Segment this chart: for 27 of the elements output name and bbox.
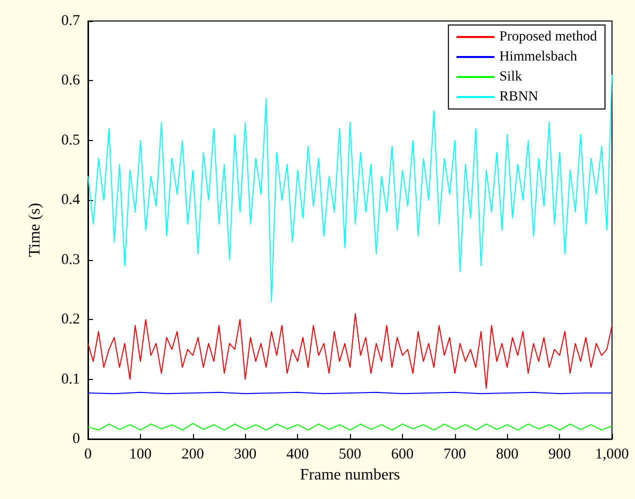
x-tick-label: 400	[286, 446, 309, 462]
x-tick-label: 800	[496, 446, 518, 462]
line-series	[88, 422, 612, 431]
line-series	[88, 313, 612, 389]
x-tick-label: 700	[444, 446, 466, 462]
y-tick-label: 0.2	[61, 312, 80, 328]
x-tick-label: 200	[182, 446, 204, 462]
x-tick-label: 600	[391, 446, 414, 462]
x-tick-label: 0	[84, 446, 92, 462]
y-tick-label: 0	[72, 431, 80, 447]
y-tick-label: 0.4	[61, 192, 80, 208]
legend-label: Proposed method	[499, 30, 598, 44]
y-tick-label: 0.3	[61, 252, 80, 268]
legend-label: Silk	[499, 70, 522, 84]
y-tick-label: 0.1	[61, 371, 80, 388]
x-axis-title: Frame numbers	[300, 466, 400, 484]
x-tick-label: 500	[338, 446, 362, 462]
x-tick-label: 300	[234, 446, 256, 462]
x-tick-label: 1,000	[595, 446, 629, 462]
x-tick-label: 900	[548, 446, 571, 462]
legend-label: Himmelsbach	[499, 50, 578, 64]
y-tick-label: 0.6	[61, 72, 80, 89]
legend-label: RBNN	[499, 90, 538, 104]
x-tick-label: 100	[129, 446, 152, 462]
y-tick-label: 0.5	[61, 132, 80, 148]
y-tick-label: 0.7	[61, 13, 80, 29]
y-axis-title: Time (s)	[26, 202, 44, 258]
